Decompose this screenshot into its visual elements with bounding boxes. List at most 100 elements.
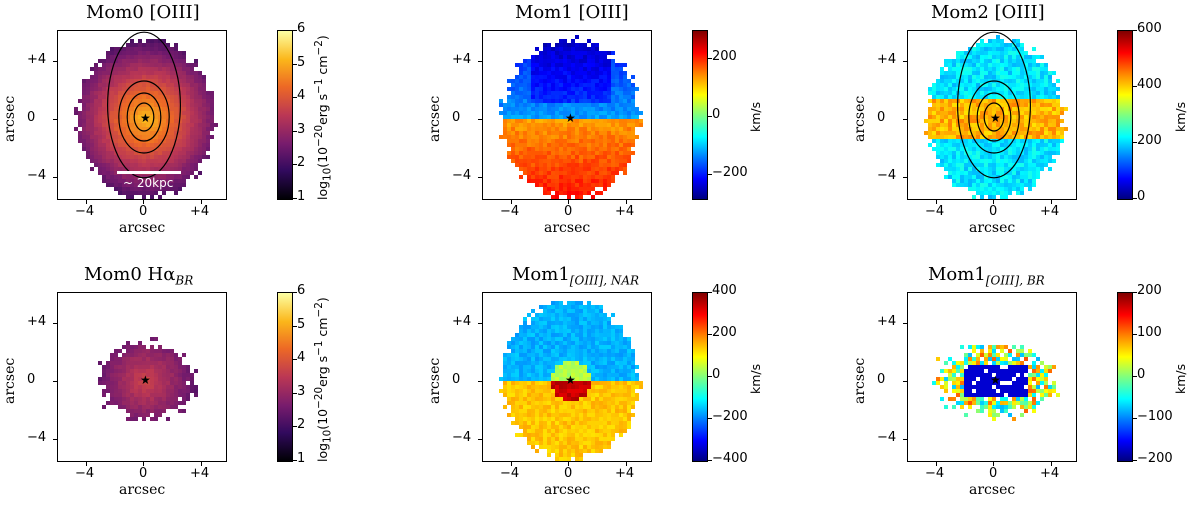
map-pixel (639, 385, 643, 389)
map-pixel (122, 377, 126, 381)
map-pixel (627, 425, 631, 429)
colorbar-tick-label: 600 (1137, 21, 1162, 36)
map-pixel (146, 191, 150, 195)
map-pixel (587, 55, 591, 59)
map-pixel (142, 47, 146, 51)
map-pixel (988, 43, 992, 47)
map-pixel (1032, 385, 1036, 389)
map-pixel (158, 377, 162, 381)
map-pixel (587, 167, 591, 171)
map-pixel (162, 111, 166, 115)
contour-line (126, 92, 162, 142)
map-pixel (194, 119, 198, 123)
map-pixel (619, 67, 623, 71)
map-pixel (615, 171, 619, 175)
map-pixel (515, 397, 519, 401)
map-pixel (1000, 95, 1004, 99)
map-pixel (547, 325, 551, 329)
map-pixel (1044, 75, 1048, 79)
map-pixel (607, 111, 611, 115)
map-pixel (932, 115, 936, 119)
map-pixel (591, 75, 595, 79)
map-pixel (190, 167, 194, 171)
map-pixel (559, 349, 563, 353)
map-pixel (1012, 111, 1016, 115)
map-pixel (587, 321, 591, 325)
map-pixel (956, 389, 960, 393)
map-pixel (940, 159, 944, 163)
map-pixel (110, 353, 114, 357)
map-pixel (206, 143, 210, 147)
map-pixel (595, 309, 599, 313)
map-pixel (1056, 79, 1060, 83)
map-pixel (571, 357, 575, 361)
map-pixel (567, 325, 571, 329)
map-pixel (611, 139, 615, 143)
map-pixel (599, 151, 603, 155)
map-pixel (547, 131, 551, 135)
map-pixel (547, 369, 551, 373)
map-pixel (122, 47, 126, 51)
map-pixel (98, 167, 102, 171)
map-pixel (551, 405, 555, 409)
map-pixel (964, 95, 968, 99)
map-pixel (575, 167, 579, 171)
map-pixel (511, 127, 515, 131)
map-pixel (166, 151, 170, 155)
map-pixel (599, 429, 603, 433)
map-pixel (1004, 79, 1008, 83)
map-pixel (126, 83, 130, 87)
map-pixel (170, 183, 174, 187)
map-pixel (523, 429, 527, 433)
map-pixel (984, 155, 988, 159)
map-pixel (591, 79, 595, 83)
map-pixel (595, 413, 599, 417)
map-pixel (968, 91, 972, 95)
map-pixel (1048, 167, 1052, 171)
map-pixel (535, 151, 539, 155)
map-pixel (559, 99, 563, 103)
map-pixel (206, 119, 210, 123)
map-pixel (186, 91, 190, 95)
map-pixel (1056, 151, 1060, 155)
map-pixel (595, 445, 599, 449)
map-pixel (110, 63, 114, 67)
map-pixel (170, 373, 174, 377)
map-pixel (952, 385, 956, 389)
map-pixel (146, 405, 150, 409)
map-pixel (956, 139, 960, 143)
map-pixel (563, 131, 567, 135)
map-pixel (956, 171, 960, 175)
map-pixel (114, 159, 118, 163)
map-pixel (980, 47, 984, 51)
map-pixel (1024, 75, 1028, 79)
map-pixel (158, 135, 162, 139)
map-pixel (134, 163, 138, 167)
map-pixel (126, 195, 130, 199)
map-pixel (988, 123, 992, 127)
map-pixel (1008, 127, 1012, 131)
map-pixel (984, 139, 988, 143)
map-pixel (543, 341, 547, 345)
map-pixel (571, 179, 575, 183)
map-pixel (996, 357, 1000, 361)
map-pixel (603, 393, 607, 397)
map-pixel (1016, 365, 1020, 369)
map-pixel (206, 147, 210, 151)
map-pixel (579, 191, 583, 195)
map-pixel (932, 107, 936, 111)
map-pixel (575, 147, 579, 151)
map-pixel (114, 83, 118, 87)
map-pixel (1008, 51, 1012, 55)
map-pixel (198, 107, 202, 111)
map-pixel (154, 159, 158, 163)
map-pixel (992, 123, 996, 127)
map-pixel (202, 143, 206, 147)
map-pixel (174, 99, 178, 103)
map-pixel (996, 91, 1000, 95)
map-pixel (555, 333, 559, 337)
map-pixel (611, 413, 615, 417)
map-pixel (130, 67, 134, 71)
map-pixel (1032, 361, 1036, 365)
map-pixel (170, 353, 174, 357)
